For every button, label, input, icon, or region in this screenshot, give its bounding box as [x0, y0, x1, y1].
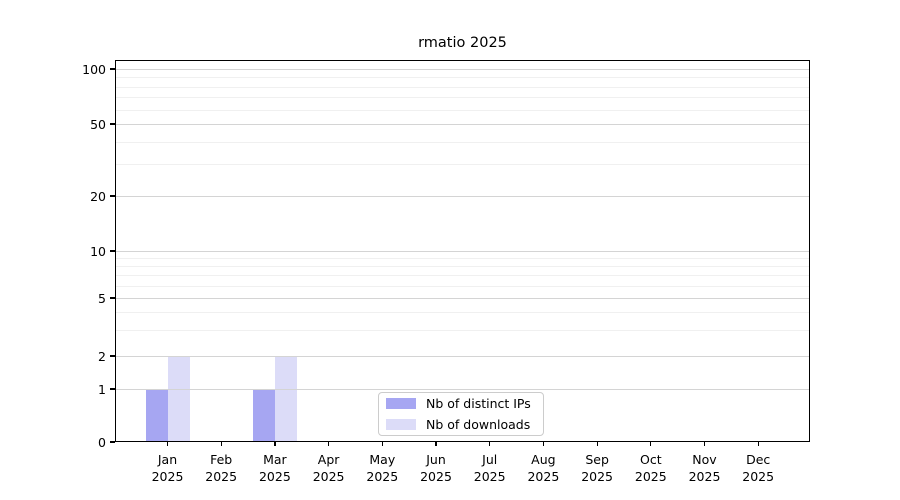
- legend-item-distinct-ips: Nb of distinct IPs: [386, 393, 543, 414]
- x-tick-label-aug: Aug 2025: [527, 452, 560, 484]
- x-tick-jan: [166, 442, 169, 446]
- x-tick-feb: [220, 442, 222, 446]
- x-tick-jun: [435, 442, 437, 446]
- x-tick-label-jun: Jun 2025: [420, 452, 452, 484]
- x-tick-apr: [328, 442, 330, 446]
- y-tick-label-5: 5: [98, 290, 106, 306]
- y-tick-label-1: 1: [98, 381, 106, 397]
- y-tick-5: [110, 297, 115, 299]
- legend-label-downloads: Nb of downloads: [426, 417, 531, 432]
- x-tick-dec: [757, 442, 759, 446]
- gridline-y-100: [115, 69, 810, 70]
- x-tick-label-feb: Feb 2025: [205, 452, 238, 484]
- y-tick-100: [110, 68, 115, 70]
- minor-gridline-y-80: [115, 86, 810, 88]
- minor-gridline-y-4: [115, 312, 810, 314]
- legend: Nb of distinct IPs Nb of downloads: [378, 392, 544, 436]
- gridline-y-1: [115, 389, 810, 390]
- y-tick-label-20: 20: [90, 188, 106, 204]
- x-tick-label-apr: Apr 2025: [312, 452, 345, 484]
- minor-gridline-y-9: [115, 258, 810, 260]
- minor-gridline-y-30: [115, 164, 810, 166]
- y-tick-2: [110, 355, 115, 357]
- minor-gridline-y-90: [115, 77, 810, 79]
- gridline-y-20: [115, 196, 810, 197]
- minor-gridline-y-8: [115, 266, 810, 268]
- x-tick-label-mar: Mar 2025: [258, 452, 291, 484]
- y-tick-label-100: 100: [82, 61, 106, 77]
- x-tick-label-jul: Jul 2025: [473, 452, 506, 484]
- minor-gridline-y-70: [115, 97, 810, 99]
- x-tick-label-jan: Jan 2025: [151, 452, 184, 484]
- minor-gridline-y-7: [115, 275, 810, 277]
- gridline-y-5: [115, 298, 810, 299]
- gridline-y-2: [115, 356, 810, 357]
- x-tick-nov: [703, 442, 706, 446]
- minor-gridline-y-3: [115, 330, 810, 332]
- minor-gridline-y-40: [115, 141, 810, 143]
- chart-title: rmatio 2025: [418, 35, 507, 51]
- y-tick-20: [110, 195, 115, 197]
- bar-downloads-jan: [167, 356, 190, 442]
- x-tick-sep: [596, 442, 598, 446]
- minor-gridline-y-60: [115, 109, 810, 111]
- x-tick-may: [381, 442, 383, 446]
- y-tick-10: [110, 250, 115, 252]
- x-tick-label-sep: Sep 2025: [581, 452, 613, 484]
- y-tick-label-10: 10: [90, 243, 106, 259]
- x-tick-oct: [650, 442, 652, 446]
- x-tick-label-dec: Dec 2025: [742, 452, 775, 484]
- y-tick-1: [110, 388, 115, 390]
- bar-downloads-mar: [274, 356, 297, 442]
- x-tick-label-oct: Oct 2025: [634, 452, 667, 484]
- plot-area: [115, 60, 810, 442]
- bar-distinct-ips-mar: [252, 389, 275, 442]
- legend-label-distinct-ips: Nb of distinct IPs: [426, 396, 531, 411]
- x-tick-jul: [489, 442, 491, 446]
- x-tick-label-nov: Nov 2025: [688, 452, 721, 484]
- bar-distinct-ips-jan: [145, 389, 168, 442]
- y-tick-0: [110, 441, 115, 443]
- x-tick-label-may: May 2025: [366, 452, 399, 484]
- x-tick-mar: [274, 442, 276, 446]
- y-tick-label-0: 0: [98, 434, 106, 450]
- gridline-y-10: [115, 251, 810, 252]
- gridline-y-50: [115, 124, 810, 125]
- y-tick-label-50: 50: [90, 116, 106, 132]
- legend-item-downloads: Nb of downloads: [386, 414, 543, 435]
- legend-swatch-downloads: [386, 419, 416, 430]
- legend-swatch-distinct-ips: [386, 398, 416, 409]
- y-tick-50: [110, 123, 115, 125]
- x-tick-aug: [542, 442, 545, 446]
- minor-gridline-y-6: [115, 285, 810, 287]
- y-tick-label-2: 2: [98, 348, 106, 364]
